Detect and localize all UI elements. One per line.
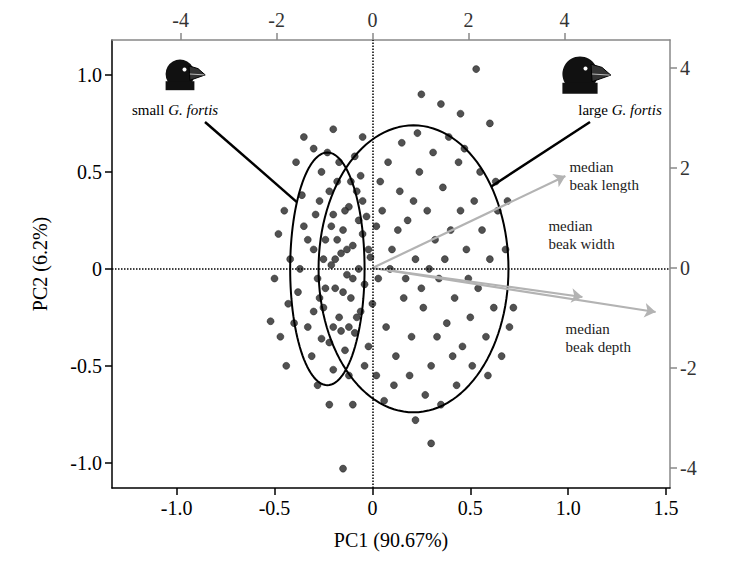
svg-text:0: 0 [680, 257, 690, 279]
svg-text:-2: -2 [268, 9, 285, 31]
svg-text:4: 4 [559, 9, 569, 31]
svg-text:G. fortis: G. fortis [612, 102, 662, 118]
svg-text:2: 2 [680, 157, 690, 179]
svg-text:PC2 (6.2%): PC2 (6.2%) [29, 217, 52, 311]
svg-text:median: median [548, 218, 593, 234]
svg-text:-2: -2 [680, 357, 697, 379]
svg-text:large: large [578, 102, 611, 118]
svg-text:0: 0 [92, 258, 102, 280]
svg-text:1.0: 1.0 [77, 64, 102, 86]
svg-text:-0.5: -0.5 [70, 355, 102, 377]
svg-text:-0.5: -0.5 [259, 497, 291, 519]
svg-text:median: median [566, 321, 611, 337]
svg-text:-4: -4 [172, 9, 189, 31]
svg-text:0: 0 [367, 497, 377, 519]
svg-text:1.5: 1.5 [654, 497, 679, 519]
svg-text:2: 2 [463, 9, 473, 31]
svg-text:G. fortis: G. fortis [168, 102, 218, 118]
svg-text:0.5: 0.5 [458, 497, 483, 519]
svg-text:0: 0 [368, 9, 378, 31]
svg-text:beak length: beak length [569, 177, 639, 193]
svg-text:-1.0: -1.0 [70, 452, 102, 474]
svg-text:beak width: beak width [548, 236, 615, 252]
svg-text:4: 4 [680, 57, 690, 79]
svg-text:beak depth: beak depth [566, 339, 632, 355]
svg-text:-1.0: -1.0 [161, 497, 193, 519]
svg-text:small: small [132, 102, 168, 118]
svg-text:0.5: 0.5 [77, 161, 102, 183]
svg-text:-4: -4 [680, 457, 697, 479]
svg-text:median: median [569, 159, 614, 175]
svg-text:PC1 (90.67%): PC1 (90.67%) [334, 529, 448, 552]
svg-text:1.0: 1.0 [556, 497, 581, 519]
